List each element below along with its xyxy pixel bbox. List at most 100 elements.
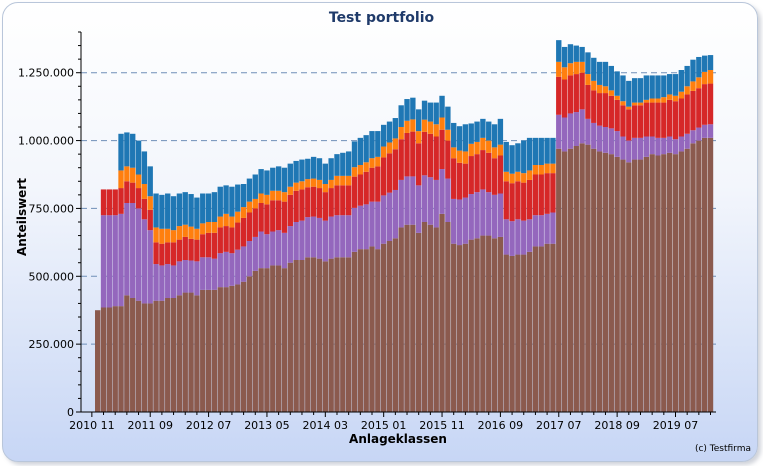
bar-segment	[287, 226, 293, 263]
bar-segment	[655, 98, 661, 103]
bar-segment	[328, 179, 334, 189]
bar-segment	[375, 201, 381, 250]
bar-segment	[369, 246, 375, 412]
bar-segment	[614, 131, 620, 157]
x-tick-label: 2012 07	[186, 419, 232, 432]
bar-segment	[246, 178, 253, 202]
bar-segment	[147, 166, 153, 197]
bar-segment	[503, 171, 509, 182]
bar-segment	[217, 186, 223, 217]
bar-segment	[170, 298, 177, 412]
bar-segment	[556, 40, 562, 62]
bar-segment	[334, 175, 340, 186]
bar-segment	[345, 257, 352, 412]
bar-segment	[130, 133, 136, 168]
bar-segment	[561, 79, 568, 118]
bar-segment	[666, 99, 673, 137]
bar-segment	[305, 257, 311, 412]
bar-segment	[416, 232, 422, 412]
bar-segment	[176, 226, 183, 240]
bar-segment	[340, 215, 346, 258]
bar-segment	[672, 74, 679, 96]
bar-segment	[252, 270, 258, 412]
bar-segment	[275, 230, 282, 266]
bar-segment	[684, 148, 690, 412]
bar-segment	[433, 227, 439, 412]
y-tick-label: 500.000	[29, 270, 75, 283]
bar-segment	[340, 185, 346, 216]
bar-segment	[445, 178, 451, 222]
bar-segment	[561, 46, 568, 68]
bar-segment	[217, 287, 223, 412]
bar-segment	[451, 243, 457, 412]
bar-segment	[544, 243, 550, 412]
y-tick-group: 0 250.000 500.000 750.000 1.000.000 1.250.000	[18, 31, 81, 419]
bar-segment	[509, 255, 515, 412]
bar-segment	[696, 88, 702, 128]
bar-segment	[124, 295, 130, 412]
bar-segment	[439, 169, 445, 214]
bar-segment	[351, 141, 358, 168]
bar-segment	[369, 158, 375, 168]
bar-segment	[561, 151, 568, 412]
bar-segment	[573, 146, 579, 412]
bar-segment	[194, 295, 200, 412]
bar-segment	[585, 84, 591, 119]
bar-segment	[707, 55, 714, 70]
bar-segment	[456, 150, 463, 163]
bar-segment	[252, 236, 258, 271]
bar-segment	[130, 298, 136, 412]
bar-segment	[410, 119, 416, 132]
bar-segment	[567, 75, 574, 114]
bar-segment	[579, 72, 585, 110]
bar-segment	[130, 203, 136, 298]
bar-segment	[258, 193, 264, 203]
bar-segment	[445, 106, 451, 130]
bar-segment	[322, 261, 328, 412]
bar-segment	[468, 123, 474, 144]
bar-segment	[573, 61, 579, 75]
bar-segment	[264, 234, 270, 269]
bar-segment	[328, 258, 334, 412]
bar-segment	[305, 179, 311, 188]
bar-segment	[147, 196, 153, 210]
bar-segment	[678, 136, 685, 152]
bar-segment	[521, 140, 527, 174]
bar-segment	[690, 81, 696, 91]
bar-segment	[217, 227, 223, 254]
bar-segment	[328, 188, 334, 217]
bar-segment	[281, 201, 288, 233]
bar-segment	[421, 222, 428, 412]
bar-segment	[626, 162, 632, 412]
bar-segment	[322, 184, 328, 193]
bar-segment	[445, 129, 451, 141]
bar-segment	[305, 158, 311, 180]
bar-segment	[299, 159, 305, 182]
bar-segment	[567, 44, 574, 64]
bar-segment	[462, 124, 469, 152]
bar-segment	[176, 295, 183, 412]
bar-segment	[701, 84, 708, 125]
bar-segment	[310, 156, 317, 179]
bar-segment	[550, 137, 556, 164]
bar-segment	[223, 185, 229, 214]
bar-segment	[626, 140, 632, 163]
bar-segment	[631, 105, 638, 138]
bar-segment	[182, 224, 188, 237]
bar-segment	[579, 109, 585, 144]
bar-segment	[270, 190, 276, 201]
bar-segment	[690, 90, 696, 131]
bar-segment	[532, 137, 539, 165]
bar-segment	[258, 203, 264, 232]
bar-segment	[672, 154, 679, 412]
bar-segment	[275, 190, 282, 201]
bar-segment	[264, 194, 270, 205]
bar-segment	[643, 156, 649, 412]
bar-segment	[631, 137, 638, 160]
y-tick-label: 1.250.000	[18, 67, 74, 80]
bar-segment	[170, 196, 177, 231]
bar-segment	[124, 166, 130, 182]
bar-segment	[696, 127, 702, 141]
bar-segment	[515, 171, 521, 182]
bar-segment	[526, 179, 533, 220]
